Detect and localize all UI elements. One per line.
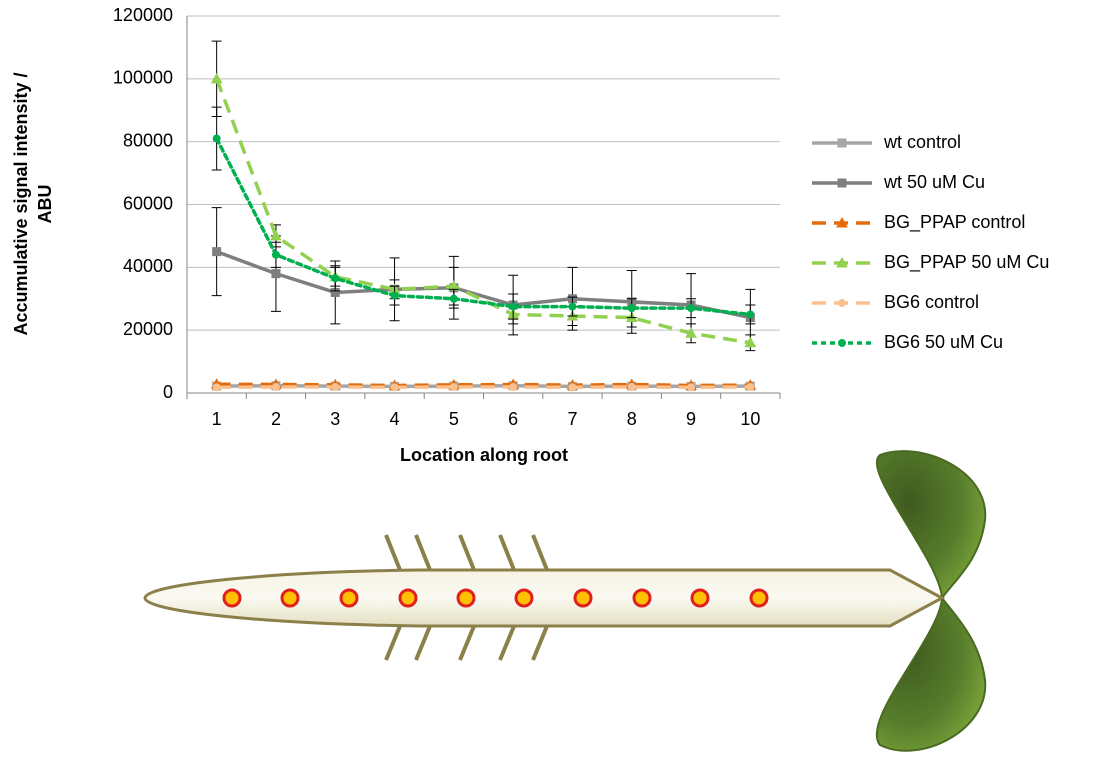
x-tick-label: 5	[449, 409, 459, 429]
y-tick-label: 100000	[113, 68, 173, 88]
y-tick-label: 0	[163, 382, 173, 402]
root-diagram	[145, 451, 985, 751]
marker	[688, 384, 695, 391]
marker	[450, 384, 457, 391]
series	[212, 107, 756, 324]
legend-label: wt 50 uM Cu	[883, 172, 985, 192]
x-tick-label: 6	[508, 409, 518, 429]
marker	[213, 384, 220, 391]
marker	[628, 384, 635, 391]
y-tick-label: 120000	[113, 5, 173, 25]
series-line	[217, 139, 751, 315]
marker	[272, 270, 280, 278]
legend-label: BG6 control	[884, 292, 979, 312]
marker	[747, 384, 754, 391]
legend-label: BG6 50 uM Cu	[884, 332, 1003, 352]
y-axis-title-line: Accumulative signal intensity /	[11, 72, 31, 335]
marker	[450, 295, 457, 302]
x-tick-label: 9	[686, 409, 696, 429]
marker	[272, 251, 279, 258]
marker	[510, 384, 517, 391]
x-tick-label: 4	[390, 409, 400, 429]
root	[145, 570, 942, 626]
marker	[838, 179, 846, 187]
x-tick-label: 7	[567, 409, 577, 429]
marker	[391, 292, 398, 299]
y-axis-title: Accumulative signal intensity / ABU	[11, 72, 55, 335]
y-tick-label: 60000	[123, 193, 173, 213]
x-tick-label: 8	[627, 409, 637, 429]
series	[212, 208, 756, 346]
legend-label: wt control	[883, 132, 961, 152]
legend-label: BG_PPAP 50 uM Cu	[884, 252, 1049, 273]
marker	[213, 248, 221, 256]
y-tick-label: 40000	[123, 256, 173, 276]
x-tick-label: 2	[271, 409, 281, 429]
x-axis-title: Location along root	[400, 445, 568, 465]
marker	[839, 340, 846, 347]
marker	[839, 300, 846, 307]
marker	[213, 135, 220, 142]
marker	[332, 384, 339, 391]
x-tick-label: 1	[212, 409, 222, 429]
marker	[838, 139, 846, 147]
marker	[688, 305, 695, 312]
y-tick-label: 80000	[123, 130, 173, 150]
marker	[628, 305, 635, 312]
marker	[510, 303, 517, 310]
x-tick-label: 10	[740, 409, 760, 429]
marker	[747, 311, 754, 318]
x-tick-label: 3	[330, 409, 340, 429]
marker	[272, 384, 279, 391]
marker	[569, 384, 576, 391]
marker	[569, 303, 576, 310]
marker	[332, 275, 339, 282]
y-axis-title-line: ABU	[35, 185, 55, 224]
y-tick-label: 20000	[123, 319, 173, 339]
legend-label: BG_PPAP control	[884, 212, 1025, 233]
marker	[391, 384, 398, 391]
